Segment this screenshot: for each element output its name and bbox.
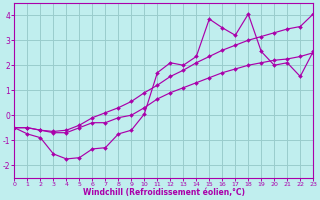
X-axis label: Windchill (Refroidissement éolien,°C): Windchill (Refroidissement éolien,°C): [83, 188, 245, 197]
